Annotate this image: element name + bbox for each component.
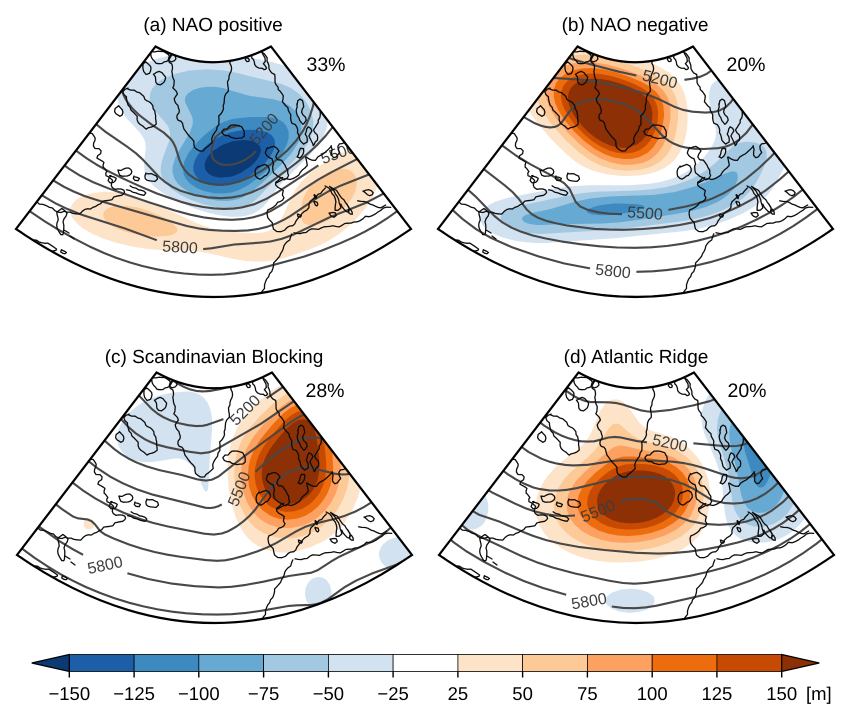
svg-text:5800: 5800 xyxy=(594,262,631,283)
svg-text:−25: −25 xyxy=(377,683,408,704)
svg-text:−150: −150 xyxy=(48,683,90,704)
svg-text:−125: −125 xyxy=(113,683,155,704)
svg-text:(d) Atlantic Ridge: (d) Atlantic Ridge xyxy=(564,347,709,368)
svg-text:20%: 20% xyxy=(727,380,766,402)
svg-text:5800: 5800 xyxy=(162,239,199,258)
svg-text:−100: −100 xyxy=(178,683,220,704)
svg-text:(c) Scandinavian Blocking: (c) Scandinavian Blocking xyxy=(105,347,324,368)
svg-text:−75: −75 xyxy=(248,683,279,704)
svg-text:(b) NAO negative: (b) NAO negative xyxy=(562,15,709,36)
svg-text:75: 75 xyxy=(577,683,598,704)
svg-text:20%: 20% xyxy=(726,54,765,76)
svg-text:5800: 5800 xyxy=(570,591,608,614)
svg-text:125: 125 xyxy=(701,683,732,704)
svg-text:25: 25 xyxy=(448,683,469,704)
svg-text:33%: 33% xyxy=(306,54,345,76)
svg-text:50: 50 xyxy=(512,683,533,704)
svg-text:100: 100 xyxy=(637,683,668,704)
svg-text:−50: −50 xyxy=(313,683,344,704)
svg-text:5500: 5500 xyxy=(627,204,664,223)
svg-text:[m]: [m] xyxy=(806,683,832,704)
svg-text:28%: 28% xyxy=(305,380,344,402)
svg-text:150: 150 xyxy=(766,683,797,704)
svg-text:(a) NAO positive: (a) NAO positive xyxy=(143,15,282,36)
